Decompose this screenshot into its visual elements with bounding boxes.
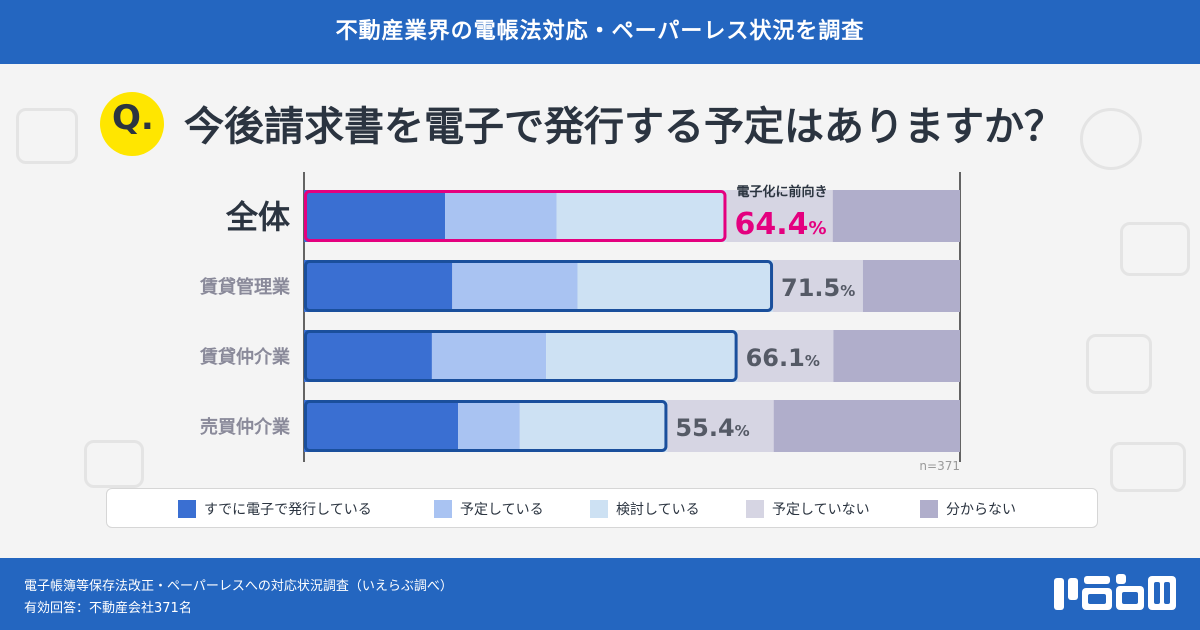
row-highlight-outline xyxy=(304,260,774,312)
bar-segment xyxy=(577,260,774,312)
category-label: 賃貸管理業 xyxy=(199,276,291,298)
legend-item: 検討している xyxy=(590,500,700,518)
legend-swatch xyxy=(746,500,764,518)
bar-segment xyxy=(304,190,446,242)
category-label: 全体 xyxy=(225,198,290,236)
background-phone-icon xyxy=(16,108,78,164)
positive-total-caption: 電子化に前向き xyxy=(736,184,827,200)
bar-segment xyxy=(452,260,578,312)
bar-segment xyxy=(833,330,960,382)
legend-swatch xyxy=(920,500,938,518)
legend-swatch xyxy=(590,500,608,518)
background-document-icon xyxy=(84,440,144,488)
footer-bar xyxy=(0,558,1200,630)
legend-item: 分からない xyxy=(920,500,1016,518)
bar-segment xyxy=(773,400,960,452)
respondents-note: 有効回答：不動産会社371名 xyxy=(24,601,192,616)
bar-segment xyxy=(773,260,863,312)
category-label: 賃貸仲介業 xyxy=(199,346,291,368)
source-note: 電子帳簿等保存法改正・ペーパーレスへの対応状況調査（いえらぶ調べ） xyxy=(24,579,453,594)
chart-outlines xyxy=(304,190,774,452)
bar-segment xyxy=(458,400,520,452)
legend-item: 予定している xyxy=(434,500,544,518)
bar-segment xyxy=(304,260,453,312)
category-label: 売買仲介業 xyxy=(200,416,291,438)
legend-item: すでに電子で発行している xyxy=(178,500,372,518)
ierabu-logo xyxy=(1054,574,1176,610)
chart-bars xyxy=(303,172,961,462)
background-newspaper-icon xyxy=(1110,442,1186,492)
legend-label: 検討している xyxy=(616,502,700,518)
legend-label: 予定していない xyxy=(772,502,870,518)
bar-segment xyxy=(304,330,432,382)
bar-segment xyxy=(431,330,547,382)
bar-segment xyxy=(832,190,960,242)
bar-segment xyxy=(304,400,459,452)
bar-segment xyxy=(556,190,727,242)
question-badge xyxy=(100,92,164,156)
overall-highlight-outline xyxy=(304,190,727,242)
bar-segment xyxy=(726,190,833,242)
legend-label: 分からない xyxy=(946,502,1016,518)
bar-segment xyxy=(862,260,960,312)
legend-label: 予定している xyxy=(460,502,544,518)
header-title: 不動産業界の電帳法対応・ペーパーレス状況を調査 xyxy=(335,19,865,44)
background-video-icon xyxy=(1086,334,1152,394)
sample-size-note: n=371 xyxy=(919,459,960,473)
question-text: 今後請求書を電子で発行する予定はありますか？ xyxy=(184,104,1064,150)
bar-segment xyxy=(445,190,557,242)
legend-label: すでに電子で発行している xyxy=(204,502,372,518)
legend-item: 予定していない xyxy=(746,500,870,518)
background-globe-icon xyxy=(1080,108,1142,170)
legend-swatch xyxy=(434,500,452,518)
bar-segment xyxy=(519,400,668,452)
row-highlight-outline xyxy=(304,330,738,382)
question-mark: Q. xyxy=(112,98,154,138)
bar-segment xyxy=(737,330,834,382)
legend-swatch xyxy=(178,500,196,518)
bar-segment xyxy=(546,330,738,382)
bar-segment xyxy=(667,400,774,452)
header-bar xyxy=(0,0,1200,64)
row-highlight-outline xyxy=(304,400,668,452)
background-image-icon xyxy=(1120,222,1190,276)
